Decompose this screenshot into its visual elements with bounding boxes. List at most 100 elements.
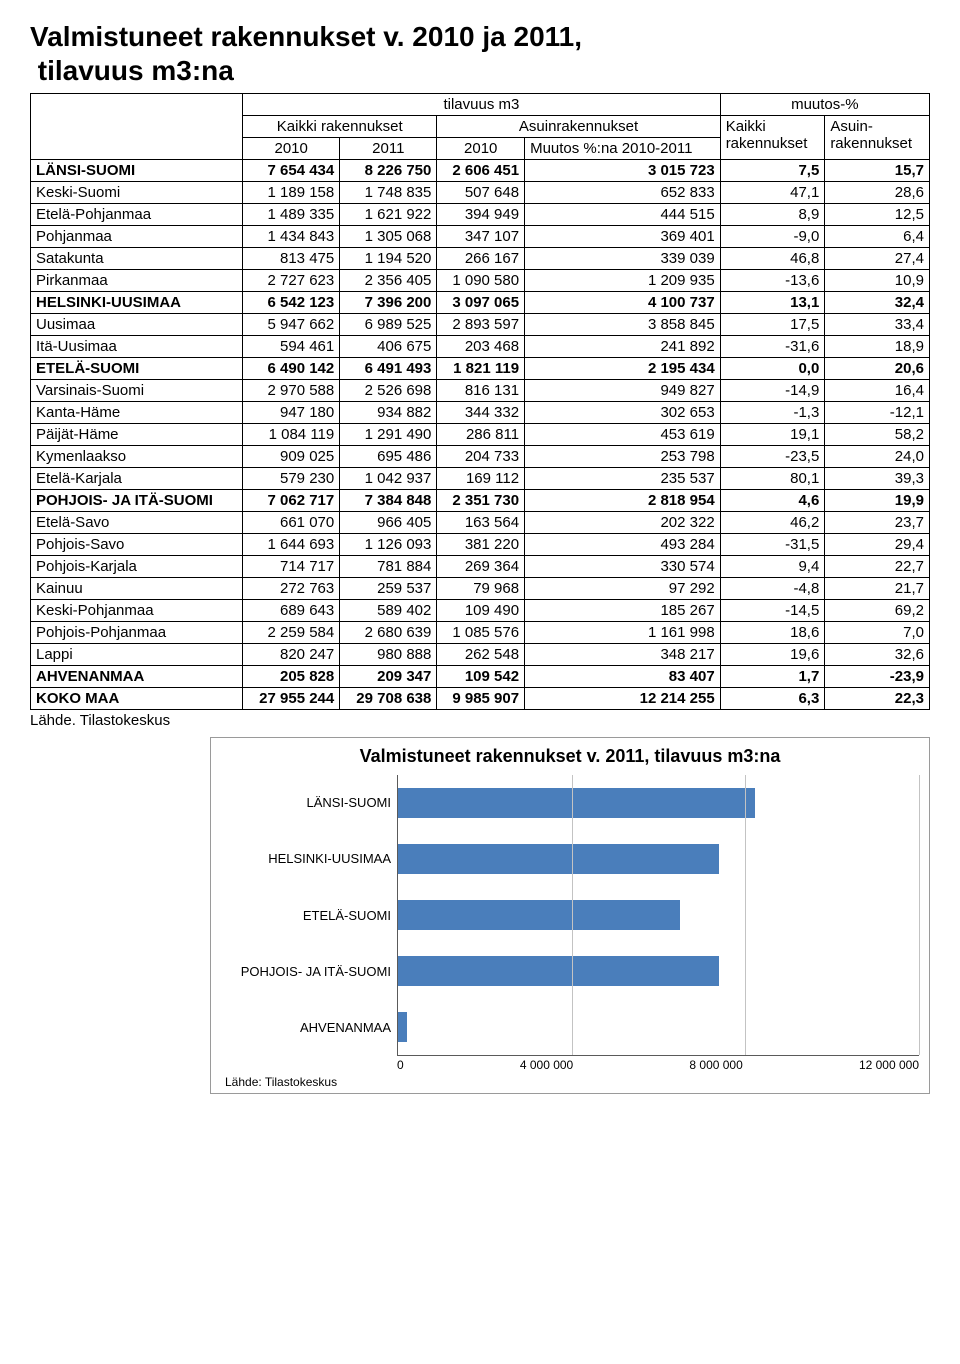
row-value: 2 970 588 bbox=[243, 380, 340, 402]
header-dwell-change: Asuin-rakennukset bbox=[825, 116, 930, 160]
row-name: Kainuu bbox=[31, 578, 243, 600]
header-dwellings: Asuinrakennukset bbox=[437, 116, 720, 138]
row-value: 22,7 bbox=[825, 556, 930, 578]
row-value: 2 356 405 bbox=[340, 270, 437, 292]
chart-container: Valmistuneet rakennukset v. 2011, tilavu… bbox=[210, 737, 930, 1094]
row-value: 348 217 bbox=[525, 644, 721, 666]
row-value: -23,5 bbox=[720, 446, 825, 468]
row-value: 2 727 623 bbox=[243, 270, 340, 292]
row-value: 10,9 bbox=[825, 270, 930, 292]
row-name: POHJOIS- JA ITÄ-SUOMI bbox=[31, 490, 243, 512]
row-value: 1 489 335 bbox=[243, 204, 340, 226]
table-row: HELSINKI-UUSIMAA6 542 1237 396 2003 097 … bbox=[31, 292, 930, 314]
row-value: 6 989 525 bbox=[340, 314, 437, 336]
row-value: 2 606 451 bbox=[437, 160, 525, 182]
table-row: ETELÄ-SUOMI6 490 1426 491 4931 821 1192 … bbox=[31, 358, 930, 380]
row-value: 330 574 bbox=[525, 556, 721, 578]
chart-category-label: ETELÄ-SUOMI bbox=[221, 909, 391, 923]
row-value: 19,1 bbox=[720, 424, 825, 446]
row-value: 6 491 493 bbox=[340, 358, 437, 380]
row-value: 444 515 bbox=[525, 204, 721, 226]
row-value: 27 955 244 bbox=[243, 688, 340, 710]
row-value: 1 085 576 bbox=[437, 622, 525, 644]
row-value: 235 537 bbox=[525, 468, 721, 490]
row-value: 19,6 bbox=[720, 644, 825, 666]
row-value: 1 209 935 bbox=[525, 270, 721, 292]
chart-plot bbox=[397, 775, 919, 1056]
row-value: 69,2 bbox=[825, 600, 930, 622]
row-value: 24,0 bbox=[825, 446, 930, 468]
row-name: Etelä-Savo bbox=[31, 512, 243, 534]
row-value: 27,4 bbox=[825, 248, 930, 270]
row-value: 97 292 bbox=[525, 578, 721, 600]
row-value: 12,5 bbox=[825, 204, 930, 226]
table-row: Itä-Uusimaa594 461406 675203 468241 892-… bbox=[31, 336, 930, 358]
row-value: 579 230 bbox=[243, 468, 340, 490]
row-value: 272 763 bbox=[243, 578, 340, 600]
row-value: -4,8 bbox=[720, 578, 825, 600]
row-name: Satakunta bbox=[31, 248, 243, 270]
chart-category-label: LÄNSI-SUOMI bbox=[221, 796, 391, 810]
row-value: 7 384 848 bbox=[340, 490, 437, 512]
row-name: Pohjois-Savo bbox=[31, 534, 243, 556]
row-value: 381 220 bbox=[437, 534, 525, 556]
row-name: Varsinais-Suomi bbox=[31, 380, 243, 402]
row-value: -31,6 bbox=[720, 336, 825, 358]
row-name: Pirkanmaa bbox=[31, 270, 243, 292]
chart-bar bbox=[398, 1012, 407, 1042]
row-value: 39,3 bbox=[825, 468, 930, 490]
row-name: Päijät-Häme bbox=[31, 424, 243, 446]
row-value: 185 267 bbox=[525, 600, 721, 622]
table-row: Etelä-Pohjanmaa1 489 3351 621 922394 949… bbox=[31, 204, 930, 226]
row-value: 18,6 bbox=[720, 622, 825, 644]
row-value: 1 305 068 bbox=[340, 226, 437, 248]
row-value: 209 347 bbox=[340, 666, 437, 688]
chart-category-label: HELSINKI-UUSIMAA bbox=[221, 852, 391, 866]
header-2010-2: 2010 bbox=[437, 138, 525, 160]
row-value: 949 827 bbox=[525, 380, 721, 402]
row-name: Uusimaa bbox=[31, 314, 243, 336]
row-value: 12 214 255 bbox=[525, 688, 721, 710]
row-value: 9 985 907 bbox=[437, 688, 525, 710]
row-value: 204 733 bbox=[437, 446, 525, 468]
chart-y-labels: LÄNSI-SUOMIHELSINKI-UUSIMAAETELÄ-SUOMIPO… bbox=[221, 775, 397, 1056]
chart-title: Valmistuneet rakennukset v. 2011, tilavu… bbox=[221, 746, 919, 767]
row-name: Etelä-Karjala bbox=[31, 468, 243, 490]
row-value: 79 968 bbox=[437, 578, 525, 600]
row-name: Keski-Pohjanmaa bbox=[31, 600, 243, 622]
row-name: Pohjois-Karjala bbox=[31, 556, 243, 578]
table-row: Pohjanmaa1 434 8431 305 068347 107369 40… bbox=[31, 226, 930, 248]
row-value: 6,4 bbox=[825, 226, 930, 248]
table-row: LÄNSI-SUOMI7 654 4348 226 7502 606 4513 … bbox=[31, 160, 930, 182]
row-value: 3 858 845 bbox=[525, 314, 721, 336]
header-all-buildings: Kaikki rakennukset bbox=[243, 116, 437, 138]
header-change: muutos-% bbox=[720, 94, 929, 116]
table-row: Varsinais-Suomi2 970 5882 526 698816 131… bbox=[31, 380, 930, 402]
table-row: KOKO MAA27 955 24429 708 6389 985 90712 … bbox=[31, 688, 930, 710]
row-value: -9,0 bbox=[720, 226, 825, 248]
table-row: AHVENANMAA205 828209 347109 54283 4071,7… bbox=[31, 666, 930, 688]
row-value: 286 811 bbox=[437, 424, 525, 446]
row-value: 980 888 bbox=[340, 644, 437, 666]
row-value: 1 189 158 bbox=[243, 182, 340, 204]
row-value: 1 291 490 bbox=[340, 424, 437, 446]
row-value: -14,9 bbox=[720, 380, 825, 402]
row-value: 1 084 119 bbox=[243, 424, 340, 446]
row-value: 33,4 bbox=[825, 314, 930, 336]
chart-gridline bbox=[919, 775, 920, 1055]
row-value: 7 654 434 bbox=[243, 160, 340, 182]
table-row: Etelä-Savo661 070966 405163 564202 32246… bbox=[31, 512, 930, 534]
row-value: 589 402 bbox=[340, 600, 437, 622]
chart-bar bbox=[398, 788, 755, 818]
table-row: POHJOIS- JA ITÄ-SUOMI7 062 7177 384 8482… bbox=[31, 490, 930, 512]
row-value: 909 025 bbox=[243, 446, 340, 468]
row-value: 259 537 bbox=[340, 578, 437, 600]
chart-source: Lähde: Tilastokeskus bbox=[225, 1075, 919, 1089]
row-value: 2 259 584 bbox=[243, 622, 340, 644]
row-value: 18,9 bbox=[825, 336, 930, 358]
row-value: 493 284 bbox=[525, 534, 721, 556]
row-value: 1 644 693 bbox=[243, 534, 340, 556]
row-value: 6 542 123 bbox=[243, 292, 340, 314]
row-value: 0,0 bbox=[720, 358, 825, 380]
row-name: ETELÄ-SUOMI bbox=[31, 358, 243, 380]
